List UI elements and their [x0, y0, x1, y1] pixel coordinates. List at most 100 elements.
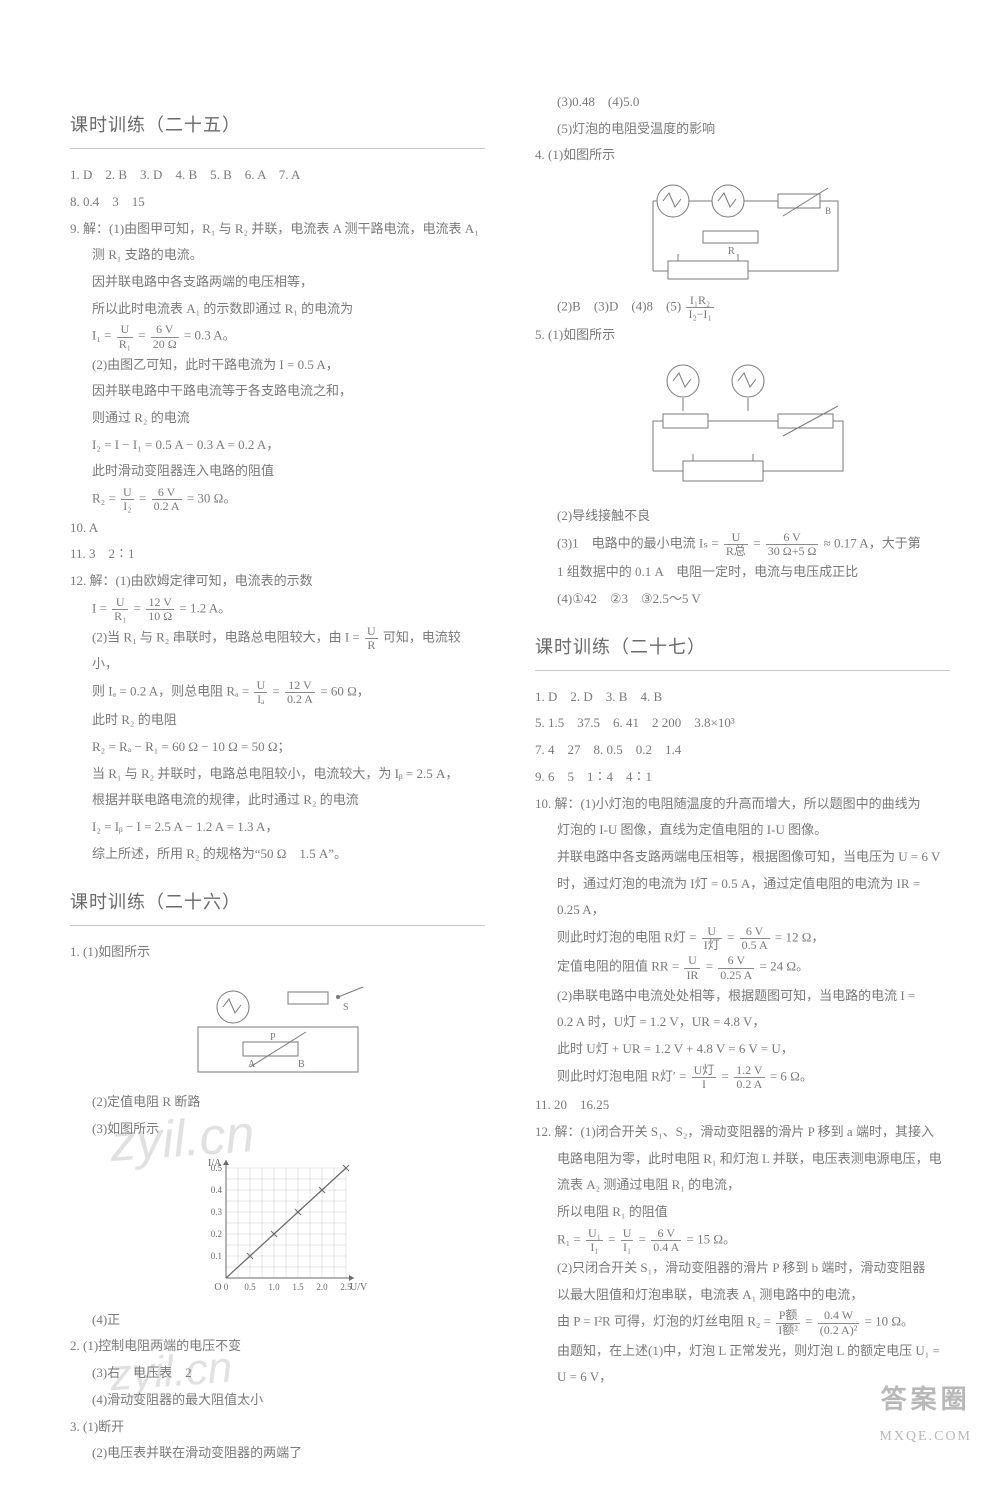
svg-text:0.5: 0.5 [244, 1282, 256, 1292]
q12-p7: I₂ = Iᵦ − I = 2.5 A − 1.2 A = 1.3 A， [70, 815, 485, 840]
q9-eq2: R₂ = UI₂ = 6 V0.2 A = 30 Ω。 [70, 486, 485, 513]
page: 课时训练（二十五） 1. D 2. B 3. D 4. B 5. B 6. A … [0, 0, 1000, 1508]
right-column: (3)0.48 (4)5.0 (5)灯泡的电阻受温度的影响 4. (1)如图所示… [535, 90, 950, 1468]
pre-p2: (5)灯泡的电阻受温度的影响 [535, 117, 950, 142]
q9-eq1: I₁ = UR₁ = 6 V20 Ω = 0.3 A。 [70, 323, 485, 350]
svg-text:0.4: 0.4 [210, 1185, 222, 1195]
svg-text:U/V: U/V [350, 1282, 368, 1293]
s27-q12-p2: 流表 A₂ 测通过电阻 R₁ 的电流， [535, 1173, 950, 1198]
q9-p5: 因并联电路中干路电流等于各支路电流之和， [70, 379, 485, 404]
s27-q12-p5: 以最大阻值和灯泡串联，电流表 A₁ 测电路中的电流， [535, 1283, 950, 1308]
s27-q10-p6: 0.2 A 时，U灯 = 1.2 V，UR = 4.8 V， [535, 1010, 950, 1035]
s27-q12-head: 12. 解：(1)闭合开关 S₁、S₂，滑动变阻器的滑片 P 移到 a 端时，其… [535, 1120, 950, 1145]
s27-q10-head: 10. 解：(1)小灯泡的电阻随温度的升高而增大，所以题图中的曲线为 [535, 792, 950, 817]
q9-p4: (2)由图乙可知，此时干路电流为 I = 0.5 A， [70, 353, 485, 378]
svg-text:2.0: 2.0 [316, 1282, 328, 1292]
footer-line2: MXQE.COM [879, 1424, 972, 1451]
q12-head: 12. 解：(1)由欧姆定律可知，电流表的示数 [70, 569, 485, 594]
q5-p2: (2)导线接触不良 [535, 504, 950, 529]
s27-l2: 5. 1.5 37.5 6. 41 2 200 3.8×10³ [535, 711, 950, 736]
iu-chart: 00.51.01.52.02.50.10.20.30.40.5I/AU/VO [70, 1150, 485, 1300]
section-26-title: 课时训练（二十六） [70, 885, 485, 926]
s27-l4: 9. 6 5 1∶4 4∶1 [535, 765, 950, 790]
q9-p8: 此时滑动变阻器连入电路的阻值 [70, 459, 485, 484]
answers-25-10: 10. A [70, 516, 485, 541]
svg-text:0.3: 0.3 [210, 1207, 222, 1217]
footer-badge: 答案圈 MXQE.COM [879, 1375, 972, 1451]
svg-text:P: P [270, 1032, 276, 1043]
s27-q10-p5: (2)串联电路中电流处处相等，根据题图可知，当电路的电流 I = [535, 984, 950, 1009]
s26-q1-p2: (2)定值电阻 R 断路 [70, 1090, 485, 1115]
s27-l1: 1. D 2. D 3. B 4. B [535, 685, 950, 710]
q9-p7: I₂ = I − I₁ = 0.5 A − 0.3 A = 0.2 A， [70, 433, 485, 458]
circuit-diagram-1: A B P S [70, 972, 485, 1082]
s27-q10-p4: 0.25 A， [535, 898, 950, 923]
q12-eq1: I = UR₁ = 12 V10 Ω = 1.2 A。 [70, 596, 485, 623]
q12-p1: (2)当 R₁ 与 R₂ 串联时，电路总电阻较大，由 I = UR 可知，电流较… [70, 625, 485, 677]
q5-p3: (3)1 电路中的最小电流 Iₛ = UR总 = 6 V30 Ω+5 Ω ≈ 0… [535, 531, 950, 558]
svg-text:1.0: 1.0 [268, 1282, 280, 1292]
q12-p3: 此时 R₂ 的电阻 [70, 708, 485, 733]
s26-q3-p2: (2)电压表并联在滑动变阻器的两端了 [70, 1441, 485, 1466]
pre-p1: (3)0.48 (4)5.0 [535, 90, 950, 115]
q9-head: 9. 解：(1)由图甲可知，R₁ 与 R₂ 并联，电流表 A 测干路电流，电流表… [70, 217, 485, 242]
section-27-title: 课时训练（二十七） [535, 630, 950, 671]
q9-p6: 则通过 R₂ 的电流 [70, 406, 485, 431]
svg-text:R: R [728, 246, 735, 257]
q5-p4: 1 组数据中的 0.1 A 电阻一定时，电流与电压成正比 [535, 560, 950, 585]
left-column: 课时训练（二十五） 1. D 2. B 3. D 4. B 5. B 6. A … [70, 90, 485, 1468]
q5-p1: 5. (1)如图所示 [535, 323, 950, 348]
eq-text: I₁ = [92, 328, 115, 343]
circuit-diagram-3 [535, 356, 950, 496]
s27-q10-p7: 此时 U灯 + UR = 1.2 V + 4.8 V = 6 V = U， [535, 1037, 950, 1062]
s26-q2-p2: (3)右 电压表 2 [70, 1361, 485, 1386]
svg-text:1.5: 1.5 [292, 1282, 304, 1292]
s27-q10-e2: 定值电阻的阻值 RR = UIR = 6 V0.25 A = 24 Ω。 [535, 954, 950, 981]
q12-p5: 当 R₁ 与 R₂ 并联时，电路总电阻较小，电流较大，为 Iᵦ = 2.5 A， [70, 762, 485, 787]
q9-p1: 测 R₁ 支路的电流。 [70, 243, 485, 268]
q4-p2: (2)B (3)D (4)8 (5) I₁R₂I₂−I₁ [535, 294, 950, 321]
s27-q10-e1: 则此时灯泡的电阻 R灯 = UI灯 = 6 V0.5 A = 12 Ω， [535, 925, 950, 952]
svg-text:A: A [248, 1059, 256, 1070]
svg-text:B: B [825, 206, 831, 216]
svg-text:0.1: 0.1 [210, 1251, 221, 1261]
q5-p5: (4)①42 ②3 ③2.5～5 V [535, 587, 950, 612]
s27-l3: 7. 4 27 8. 0.5 0.2 1.4 [535, 738, 950, 763]
s26-q1-p1: 1. (1)如图所示 [70, 940, 485, 965]
q12-p2: 则 Iₐ = 0.2 A，则总电阻 Rₐ = UIₐ = 12 V0.2 A =… [70, 679, 485, 706]
s26-q2-p1: 2. (1)控制电阻两端的电压不变 [70, 1334, 485, 1359]
s27-q10-p2: 并联电路中各支路两端电压相等，根据图像可知，当电压为 U = 6 V [535, 845, 950, 870]
q9-p3: 所以此时电流表 A₁ 的示数即通过 R₁ 的电流为 [70, 297, 485, 322]
s27-q12-p4: (2)只闭合开关 S₁，滑动变阻器的滑片 P 移到 b 端时，滑动变阻器 [535, 1256, 950, 1281]
s27-q10-p1: 灯泡的 I-U 图像，直线为定值电阻的 I-U 图像。 [535, 818, 950, 843]
q12-p8: 综上所述，所用 R₂ 的规格为“50 Ω 1.5 A”。 [70, 842, 485, 867]
s27-q10-p3: 时，通过灯泡的电流为 I灯 = 0.5 A，通过定值电阻的电流为 IR = [535, 872, 950, 897]
s27-q12-p3: 所以电阻 R₁ 的阻值 [535, 1200, 950, 1225]
s27-l11: 11. 20 16.25 [535, 1093, 950, 1118]
s26-q1-p3: (3)如图所示 [70, 1117, 485, 1142]
svg-text:S: S [343, 1002, 349, 1013]
svg-text:O: O [214, 1282, 221, 1293]
s27-q12-p1: 电路电阻为零，此时电阻 R₁ 和灯泡 L 并联，电压表测电源电压，电 [535, 1147, 950, 1172]
svg-text:B: B [298, 1059, 305, 1070]
q4-p1: 4. (1)如图所示 [535, 143, 950, 168]
section-25-title: 课时训练（二十五） [70, 108, 485, 149]
svg-text:0.2: 0.2 [210, 1229, 221, 1239]
q12-p4: R₂ = Rₐ − R₁ = 60 Ω − 10 Ω = 50 Ω； [70, 735, 485, 760]
s26-q1-p4: (4)正 [70, 1308, 485, 1333]
q12-p6: 根据并联电路电流的规律，此时通过 R₂ 的电流 [70, 788, 485, 813]
answers-25-11: 11. 3 2∶1 [70, 542, 485, 567]
answers-25-1: 1. D 2. B 3. D 4. B 5. B 6. A 7. A [70, 163, 485, 188]
s27-q12-e1: R₁ = U₁I₁ = UI₁ = 6 V0.4 A = 15 Ω。 [535, 1227, 950, 1254]
q9-p2: 因并联电路中各支路两端的电压相等， [70, 270, 485, 295]
footer-line1: 答案圈 [879, 1375, 972, 1424]
circuit-diagram-2: B R [535, 176, 950, 286]
s27-q12-e2: 由 P = I²R 可得，灯泡的灯丝电阻 R₂ = P额I额² = 0.4 W(… [535, 1309, 950, 1336]
s27-q10-e3: 则此时灯泡电阻 R灯′ = U灯I = 1.2 V0.2 A = 6 Ω。 [535, 1064, 950, 1091]
answers-25-8: 8. 0.4 3 15 [70, 190, 485, 215]
s26-q3-p1: 3. (1)断开 [70, 1415, 485, 1440]
s27-q12-p6: 由题知，在上述(1)中，灯泡 L 正常发光，则灯泡 L 的额定电压 U₁ = [535, 1339, 950, 1364]
svg-text:0: 0 [223, 1282, 228, 1292]
s26-q2-p3: (4)滑动变阻器的最大阻值太小 [70, 1388, 485, 1413]
svg-text:I/A: I/A [208, 1158, 222, 1169]
